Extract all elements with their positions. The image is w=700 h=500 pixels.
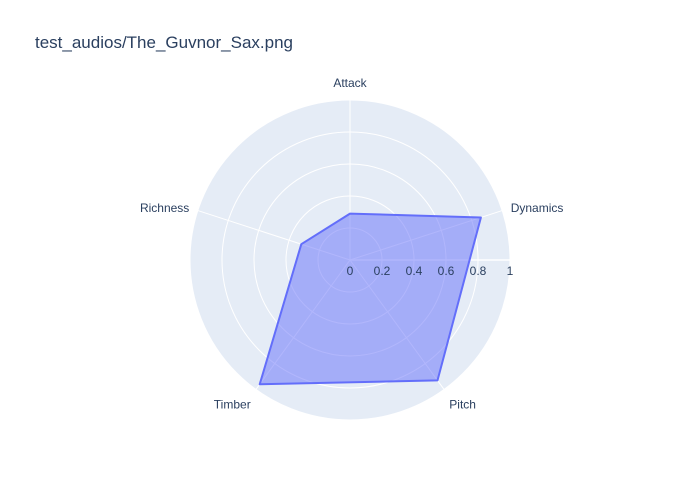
radial-tick-label: 0 [347, 264, 354, 278]
series-layer [258, 212, 482, 386]
series-polygon [258, 212, 482, 386]
radial-tick-labels: 0 0.2 0.4 0.6 0.8 1 [347, 264, 514, 278]
category-label: Timber [214, 398, 251, 412]
category-label: Dynamics [511, 201, 564, 215]
radial-tick-label: 0.8 [470, 264, 487, 278]
category-labels: Attack Dynamics Pitch Timber Richness [140, 76, 563, 412]
chart-title: test_audios/The_Guvnor_Sax.png [35, 33, 294, 52]
radial-tick-label: 1 [507, 264, 514, 278]
radial-tick-label: 0.6 [438, 264, 455, 278]
category-label: Richness [140, 201, 189, 215]
category-label: Attack [333, 76, 367, 90]
radial-tick-label: 0.2 [374, 264, 391, 278]
radial-tick-label: 0.4 [406, 264, 423, 278]
category-label: Pitch [449, 398, 476, 412]
